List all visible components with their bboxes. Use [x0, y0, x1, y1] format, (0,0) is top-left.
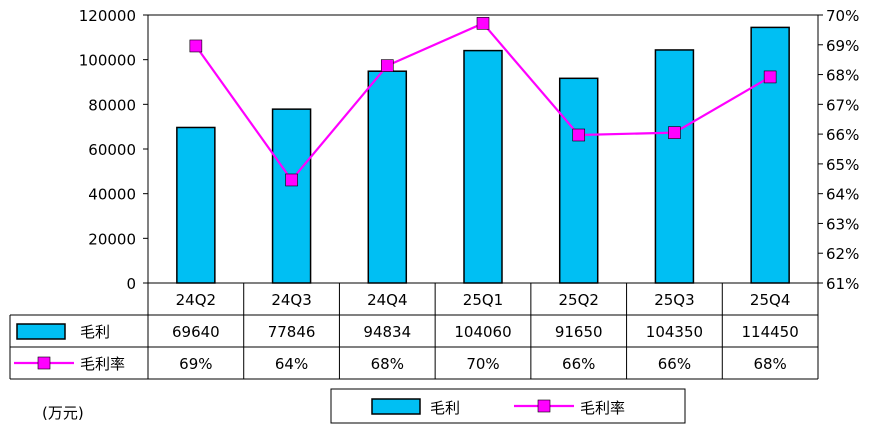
bar-25Q4 [750, 26, 790, 284]
right-tick-label: 61% [826, 275, 859, 293]
bar-24Q4 [367, 70, 408, 284]
bar-25Q2 [558, 77, 599, 284]
gross-profit-value: 114450 [742, 323, 799, 341]
legend-key-marker [537, 399, 551, 413]
margin-point-25Q1 [476, 17, 490, 30]
category-label: 25Q4 [750, 291, 790, 309]
bar-24Q3 [271, 108, 312, 284]
left-axis-ticks: 0 20000 40000 60000 80000 100000 120000 [79, 7, 148, 293]
category-label: 24Q3 [271, 291, 311, 309]
left-tick-label: 20000 [88, 230, 136, 248]
legend-label-gross-profit: 毛利 [430, 399, 460, 417]
left-tick-label: 120000 [79, 7, 136, 25]
bar-24Q2 [176, 126, 216, 284]
margin-point-25Q4 [763, 70, 777, 84]
unit-label: (万元) [42, 404, 84, 422]
margin-point-25Q2 [572, 128, 586, 142]
row-header-gross-profit: 毛利 [80, 323, 110, 341]
left-tick-label: 0 [126, 275, 136, 293]
gross-profit-value: 77846 [268, 323, 316, 341]
data-table: 24Q2 69640 69% 24Q3 77846 64% 24Q4 94834 68% 25Q1… [9, 283, 819, 380]
gross-profit-value: 104060 [454, 323, 511, 341]
gross-profit-value: 91650 [555, 323, 603, 341]
line-series [189, 17, 777, 187]
left-tick-label: 40000 [88, 186, 136, 204]
gross-profit-value: 104350 [646, 323, 703, 341]
left-tick-label: 100000 [79, 52, 136, 70]
right-tick-label: 70% [826, 7, 859, 25]
bar-series [176, 26, 790, 284]
right-tick-label: 64% [826, 186, 859, 204]
right-tick-label: 69% [826, 37, 859, 55]
legend-label-gross-margin: 毛利率 [580, 399, 625, 417]
margin-point-24Q4 [380, 59, 394, 72]
row-header-gross-margin: 毛利率 [80, 355, 125, 373]
row-key-bar [16, 323, 66, 340]
right-tick-label: 67% [826, 96, 859, 114]
category-label: 24Q2 [176, 291, 216, 309]
category-label: 25Q2 [558, 291, 598, 309]
margin-point-25Q3 [668, 126, 681, 139]
left-tick-label: 60000 [88, 141, 136, 159]
left-tick-label: 80000 [88, 96, 136, 114]
gross-margin-value: 66% [562, 355, 595, 373]
right-tick-label: 65% [826, 156, 859, 174]
margin-point-24Q2 [189, 39, 203, 53]
gross-margin-value: 64% [275, 355, 308, 373]
gross-margin-value: 68% [371, 355, 404, 373]
gross-margin-value: 70% [466, 355, 499, 373]
right-tick-label: 63% [826, 215, 859, 233]
right-tick-label: 68% [826, 67, 859, 85]
gross-margin-value: 68% [753, 355, 786, 373]
bar-25Q1 [463, 49, 503, 284]
gross-margin-value: 66% [658, 355, 691, 373]
right-tick-label: 66% [826, 126, 859, 144]
bar-25Q3 [654, 49, 695, 284]
gross-profit-value: 69640 [172, 323, 220, 341]
legend: 毛利 毛利率 [330, 388, 686, 424]
right-axis-ticks: 61% 62% 63% 64% 65% 66% 67% 68% 69% 70% [818, 7, 859, 293]
category-label: 25Q3 [654, 291, 694, 309]
gross-profit-value: 94834 [363, 323, 411, 341]
category-label: 24Q4 [367, 291, 407, 309]
category-label: 25Q1 [463, 291, 503, 309]
right-tick-label: 62% [826, 245, 859, 263]
row-key-marker [37, 356, 51, 370]
gross-margin-value: 69% [179, 355, 212, 373]
margin-point-24Q3 [285, 173, 298, 187]
legend-key-bar [371, 398, 421, 415]
